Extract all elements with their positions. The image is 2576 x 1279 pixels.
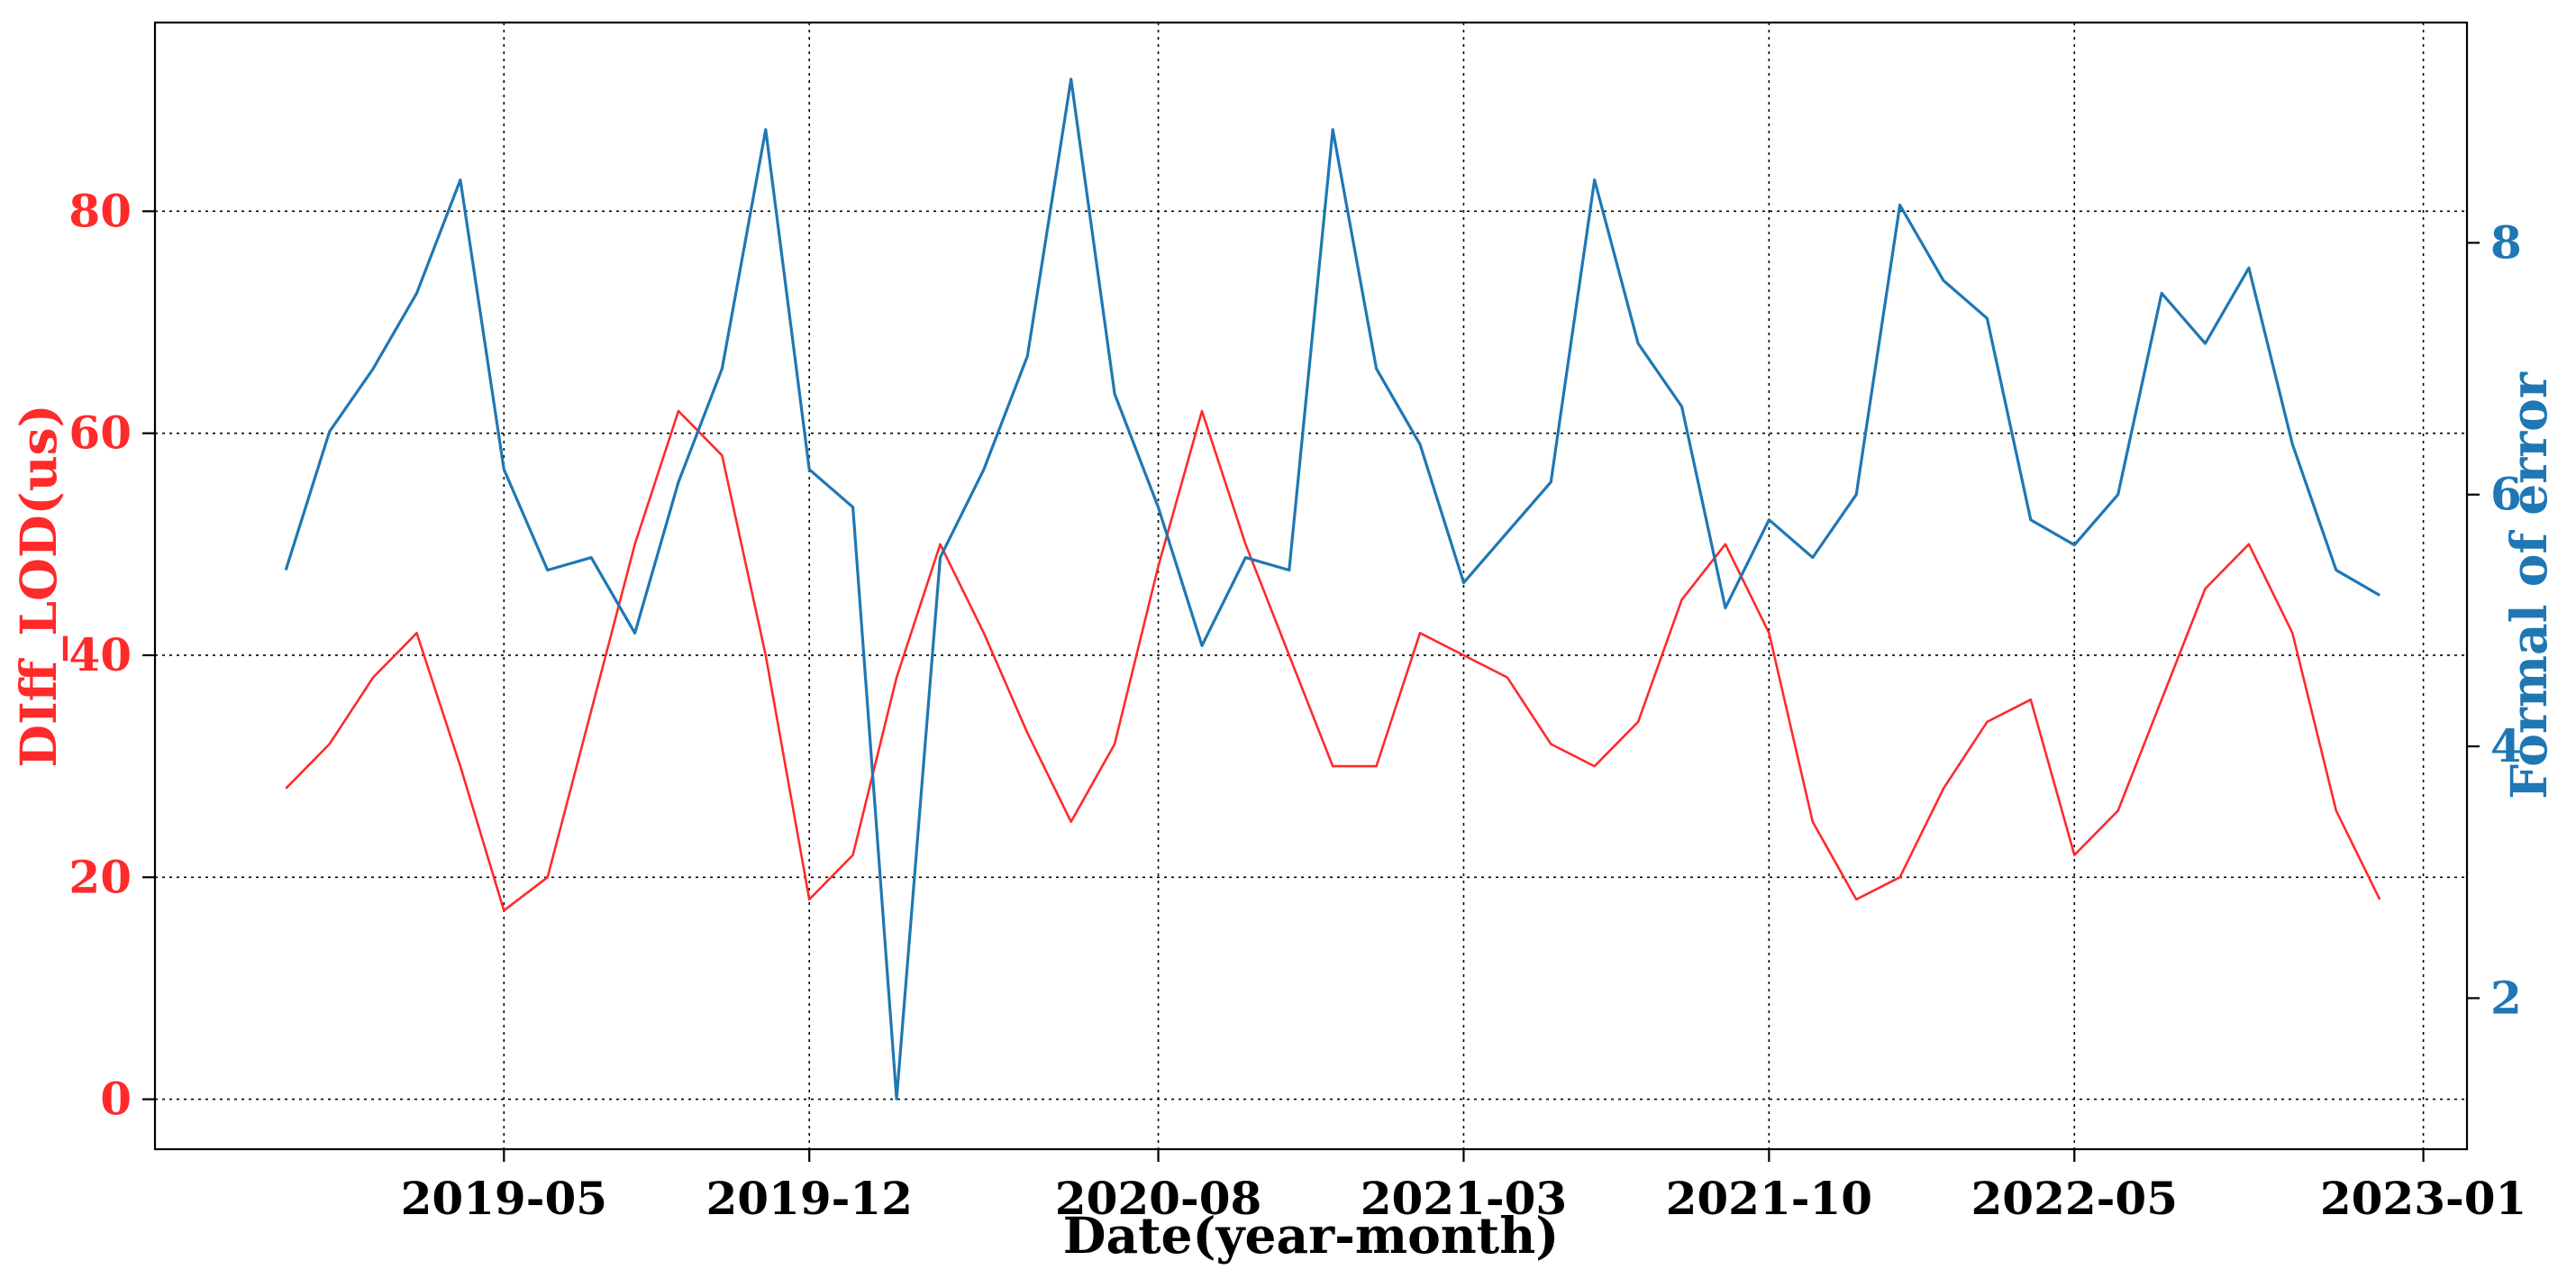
- left-y-axis-ticks: 0 20 40 60 80: [68, 184, 155, 1126]
- right-y-axis-title: Formal of error: [2499, 371, 2558, 799]
- diff-lod-series-line: [285, 409, 2381, 912]
- right-y-axis-ticks: 2 4 6 8: [2467, 215, 2522, 1024]
- left-y-tick-label: 0: [100, 1073, 132, 1126]
- x-tick-label: 2021-03: [1361, 1172, 1568, 1225]
- left-y-axis-title: DIff_LOD(us): [9, 404, 68, 767]
- x-tick-label: 2019-05: [401, 1172, 608, 1225]
- left-y-tick-label: 60: [68, 407, 132, 460]
- x-tick-label: 2023-01: [2320, 1172, 2527, 1225]
- x-tick-label: 2019-12: [705, 1172, 913, 1225]
- x-tick-label: 2022-05: [1971, 1172, 2179, 1225]
- left-y-tick-label: 80: [68, 184, 132, 237]
- x-axis-title: Date(year-month): [1063, 1206, 1559, 1265]
- series-layer: [284, 78, 2381, 1101]
- grid-lines: [155, 23, 2467, 1149]
- formal-error-series-line: [284, 78, 2381, 1101]
- right-y-tick-label: 2: [2490, 971, 2522, 1024]
- x-axis-ticks: 2019-05 2019-12 2020-08 2021-03 2021-10 2022-…: [401, 1149, 2527, 1225]
- right-y-tick-label: 8: [2490, 215, 2522, 269]
- x-tick-label: 2021-10: [1666, 1172, 1873, 1225]
- right-y-tick-label: 6: [2490, 468, 2522, 521]
- x-tick-label: 2020-08: [1055, 1172, 1262, 1225]
- right-y-tick-label: 4: [2490, 719, 2522, 772]
- left-y-tick-label: 40: [68, 628, 132, 681]
- plot-frame: [153, 21, 2469, 1151]
- left-y-tick-label: 20: [68, 850, 132, 903]
